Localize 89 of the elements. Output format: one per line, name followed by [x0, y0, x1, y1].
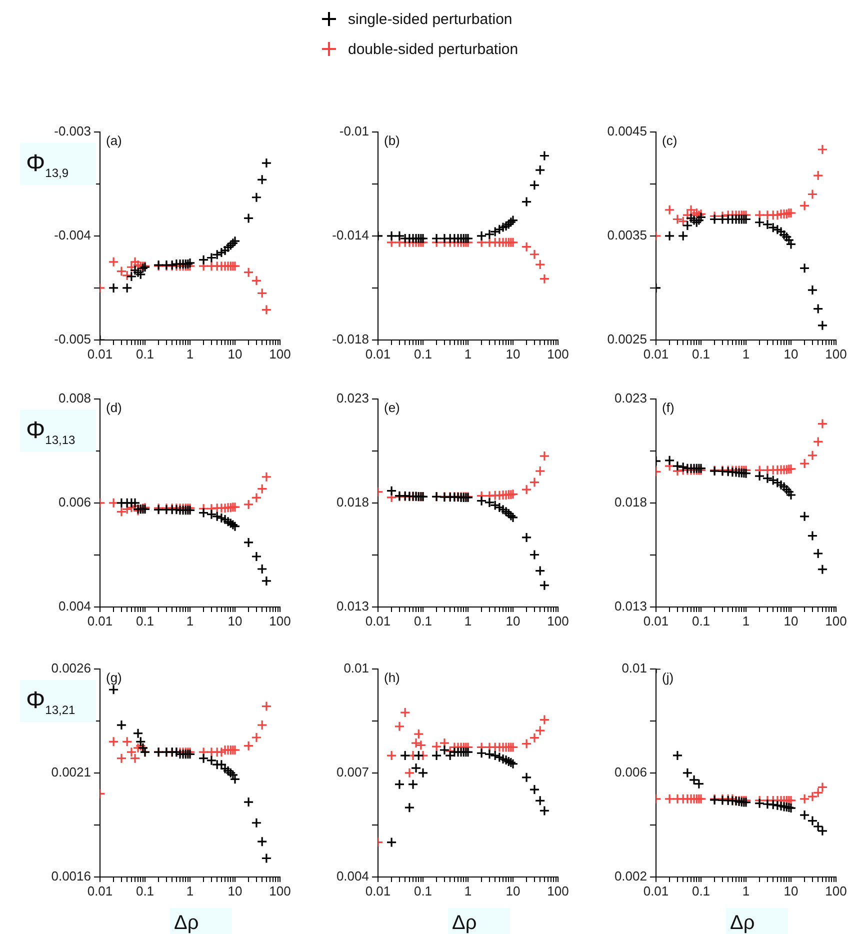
x-tick-label: 100 — [547, 883, 569, 898]
y-tick-label: 0.0035 — [607, 227, 647, 242]
annotation: (e) — [384, 400, 400, 415]
x-tick-label: 0.1 — [414, 883, 432, 898]
x-tick-label: 100 — [269, 883, 291, 898]
x-tick-label: 0.1 — [414, 346, 432, 362]
x-tick-label: 100 — [825, 346, 847, 362]
y-tick-label: 0.018 — [336, 494, 369, 510]
x-tick-label: 1 — [742, 613, 750, 628]
x-tick-label: 0.1 — [414, 613, 432, 628]
y-tick-label: 0.006 — [614, 764, 647, 780]
y-tick-label: 0.004 — [336, 868, 369, 884]
y-tick-label: -0.004 — [54, 227, 91, 242]
x-tick-label: 10 — [506, 346, 520, 362]
x-tick-label: 10 — [228, 883, 242, 898]
x-tick-label: 10 — [784, 883, 798, 898]
y-tick-label: 0.013 — [614, 598, 647, 614]
y-tick-label: -0.005 — [54, 332, 91, 347]
legend-label: single-sided perturbation — [348, 10, 512, 28]
y-tick-label: 0.007 — [336, 764, 369, 780]
y-tick-label: 0.01 — [344, 660, 369, 676]
x-tick-label: 1 — [464, 883, 472, 898]
y-tick-label: 0.0026 — [51, 660, 91, 676]
y-tick-label: 0.01 — [622, 660, 647, 676]
x-tick-label: 1 — [464, 613, 472, 628]
x-tick-label: 1 — [186, 346, 194, 362]
x-tick-label: 100 — [269, 613, 291, 628]
x-tick-label: 100 — [825, 613, 847, 628]
x-tick-label: 0.1 — [692, 883, 710, 898]
annotation: (c) — [662, 132, 678, 148]
y-tick-label: 0.002 — [614, 868, 647, 884]
x-axis-title: Δρ — [170, 908, 232, 934]
x-tick-label: 0.1 — [692, 346, 710, 362]
x-tick-label: 0.1 — [136, 883, 154, 898]
y-axis-title: Φ$_{13,21}$ — [20, 680, 96, 722]
y-tick-label: 0.023 — [336, 390, 369, 406]
x-tick-label: 1 — [742, 883, 750, 898]
annotation: (d) — [106, 400, 122, 415]
x-tick-label: 10 — [784, 613, 798, 628]
x-tick-label: 0.1 — [136, 346, 154, 362]
x-axis-title: Δρ — [726, 908, 788, 934]
y-tick-label: -0.003 — [54, 123, 91, 138]
annotation: (j) — [662, 670, 674, 685]
x-tick-label: 0.01 — [365, 613, 391, 628]
x-tick-label: 0.01 — [87, 346, 113, 362]
x-tick-label: 10 — [228, 613, 242, 628]
x-tick-label: 1 — [186, 883, 194, 898]
x-tick-label: 10 — [506, 613, 520, 628]
x-tick-label: 1 — [464, 346, 472, 362]
x-axis-title: Δρ — [448, 908, 510, 934]
x-tick-label: 0.1 — [136, 613, 154, 628]
y-tick-label: 0.0016 — [51, 868, 91, 884]
y-tick-label: 0.008 — [58, 390, 91, 406]
x-tick-label: 0.1 — [692, 613, 710, 628]
y-tick-label: -0.01 — [339, 123, 369, 138]
y-axis-title: Φ$_{13,9}$ — [20, 143, 96, 185]
annotation: (f) — [662, 400, 674, 415]
x-tick-label: 100 — [825, 883, 847, 898]
x-tick-label: 0.01 — [643, 613, 669, 628]
y-tick-label: -0.014 — [332, 227, 369, 242]
y-tick-label: -0.018 — [332, 332, 369, 347]
legend-label: double-sided perturbation — [348, 40, 518, 58]
annotation: (a) — [106, 132, 122, 148]
y-tick-label: 0.0025 — [607, 332, 647, 347]
annotation: (h) — [384, 670, 400, 685]
y-tick-label: 0.004 — [58, 598, 91, 614]
y-tick-label: 0.0045 — [607, 123, 647, 138]
x-tick-label: 10 — [228, 346, 242, 362]
x-tick-label: 10 — [506, 883, 520, 898]
x-tick-label: 100 — [269, 346, 291, 362]
x-tick-label: 0.01 — [365, 346, 391, 362]
y-tick-label: 0.0021 — [51, 764, 91, 780]
x-tick-label: 1 — [186, 613, 194, 628]
x-tick-label: 0.01 — [87, 883, 113, 898]
x-tick-label: 1 — [742, 346, 750, 362]
x-tick-label: 0.01 — [365, 883, 391, 898]
y-tick-label: 0.013 — [336, 598, 369, 614]
annotation: (b) — [384, 132, 400, 148]
x-tick-label: 0.01 — [643, 883, 669, 898]
y-tick-label: 0.018 — [614, 494, 647, 510]
y-axis-title: Φ$_{13,13}$ — [20, 410, 96, 452]
x-tick-label: 100 — [547, 346, 569, 362]
annotation: (g) — [106, 670, 122, 685]
x-tick-label: 0.01 — [87, 613, 113, 628]
y-tick-label: 0.023 — [614, 390, 647, 406]
x-tick-label: 10 — [784, 346, 798, 362]
x-tick-label: 0.01 — [643, 346, 669, 362]
x-tick-label: 100 — [547, 613, 569, 628]
y-tick-label: 0.006 — [58, 494, 91, 510]
